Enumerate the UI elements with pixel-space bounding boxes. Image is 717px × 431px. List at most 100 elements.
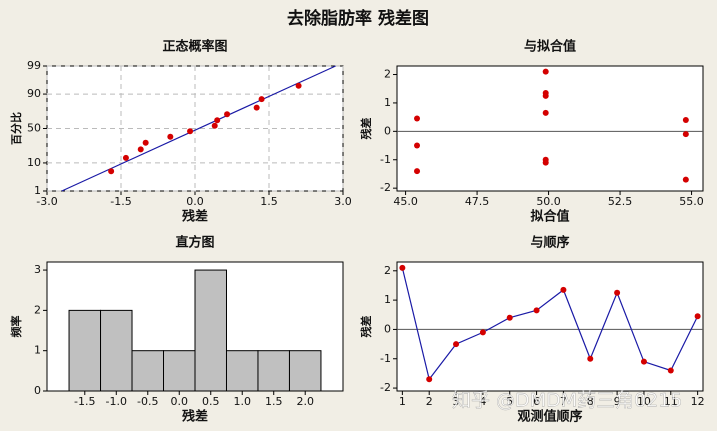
y-axis-label: 残差: [359, 316, 373, 338]
point: [214, 117, 221, 124]
point: [587, 355, 594, 362]
x-tick-label: 10: [637, 395, 651, 408]
x-axis-label: 残差: [182, 409, 208, 425]
point: [479, 329, 486, 336]
page-title: 去除脂肪率 残差图: [287, 8, 429, 29]
panel-title: 正态概率图: [162, 39, 227, 55]
x-tick-label: 52.5: [608, 195, 633, 208]
x-tick-label: -3.0: [36, 195, 57, 208]
point: [108, 168, 115, 175]
point: [414, 168, 421, 175]
y-axis-label: 频率: [9, 316, 23, 338]
point: [224, 111, 231, 118]
x-tick-label: 0.0: [186, 195, 204, 208]
point: [542, 68, 549, 75]
bar: [194, 269, 227, 392]
x-tick-label: 2: [426, 395, 433, 408]
fit-line: [61, 65, 336, 192]
y-tick-label: 1: [384, 293, 391, 306]
point: [137, 146, 144, 153]
x-tick-label: -0.5: [137, 395, 158, 408]
x-tick-label: 55.0: [679, 195, 704, 208]
y-tick-label: 1: [34, 184, 41, 197]
bar: [288, 350, 322, 392]
x-tick-label: 4: [479, 395, 486, 408]
y-tick-label: -2: [380, 181, 391, 194]
point: [142, 139, 149, 146]
y-tick-label: 10: [27, 156, 41, 169]
x-axis-label: 拟合值: [530, 209, 569, 225]
point: [542, 92, 549, 99]
point: [295, 82, 302, 89]
x-tick-label: 2.0: [296, 395, 314, 408]
panel-title: 与拟合值: [524, 39, 576, 55]
x-tick-label: 0.5: [202, 395, 220, 408]
line: [401, 267, 699, 381]
x-tick-label: 6: [533, 395, 540, 408]
y-tick-label: -1: [380, 352, 391, 365]
bar: [257, 350, 290, 392]
y-tick-label: 99: [27, 59, 41, 72]
point: [542, 109, 549, 116]
x-tick-label: 7: [560, 395, 567, 408]
panel-title: 与顺序: [530, 235, 569, 251]
plot-area: [396, 65, 704, 192]
point: [414, 115, 421, 122]
point: [682, 116, 689, 123]
y-tick-label: 0: [384, 322, 391, 335]
y-tick-label: 2: [384, 68, 391, 81]
x-tick-label: 9: [614, 395, 621, 408]
point: [122, 154, 129, 161]
panel-title: 直方图: [175, 235, 214, 251]
x-tick-label: 45.0: [393, 195, 418, 208]
y-tick-label: 2: [34, 303, 41, 316]
x-tick-label: 3: [453, 395, 460, 408]
bar: [163, 350, 196, 392]
point: [682, 176, 689, 183]
bar: [100, 309, 133, 392]
bar: [131, 350, 165, 392]
point: [258, 96, 265, 103]
point: [399, 264, 406, 271]
point: [253, 104, 260, 111]
y-tick-label: 3: [34, 263, 41, 276]
point: [682, 131, 689, 138]
point: [506, 314, 513, 321]
x-tick-label: 5: [506, 395, 513, 408]
point: [187, 128, 194, 135]
x-tick-label: 12: [691, 395, 705, 408]
x-tick-label: 1: [399, 395, 406, 408]
x-tick-label: -1.5: [110, 195, 131, 208]
x-axis-label: 观测值顺序: [517, 409, 582, 425]
point: [640, 358, 647, 365]
y-tick-label: 1: [34, 344, 41, 357]
point: [694, 313, 701, 320]
x-tick-label: 8: [587, 395, 594, 408]
y-tick-label: 50: [27, 122, 41, 135]
y-tick-label: 0: [384, 124, 391, 137]
x-tick-label: -1.0: [106, 395, 127, 408]
point: [560, 286, 567, 293]
x-tick-label: 3.0: [334, 195, 352, 208]
y-tick-label: -1: [380, 153, 391, 166]
bar: [225, 350, 259, 392]
point: [211, 122, 218, 129]
point: [426, 376, 433, 383]
y-tick-label: 0: [34, 384, 41, 397]
point: [453, 341, 460, 348]
x-tick-label: 0.0: [171, 395, 189, 408]
y-tick-label: 90: [27, 87, 41, 100]
x-tick-label: 47.5: [465, 195, 490, 208]
y-axis-label: 残差: [359, 118, 373, 140]
y-tick-label: -2: [380, 381, 391, 394]
plot-area: [396, 261, 704, 392]
point: [614, 289, 621, 296]
point: [542, 159, 549, 166]
watermark: 知乎 @DMDM药三角0215: [452, 390, 682, 412]
x-tick-label: 1.5: [265, 395, 283, 408]
point: [667, 367, 674, 374]
x-tick-label: 50.0: [536, 195, 561, 208]
y-axis-label: 百分比: [9, 112, 23, 145]
y-tick-label: 1: [384, 96, 391, 109]
